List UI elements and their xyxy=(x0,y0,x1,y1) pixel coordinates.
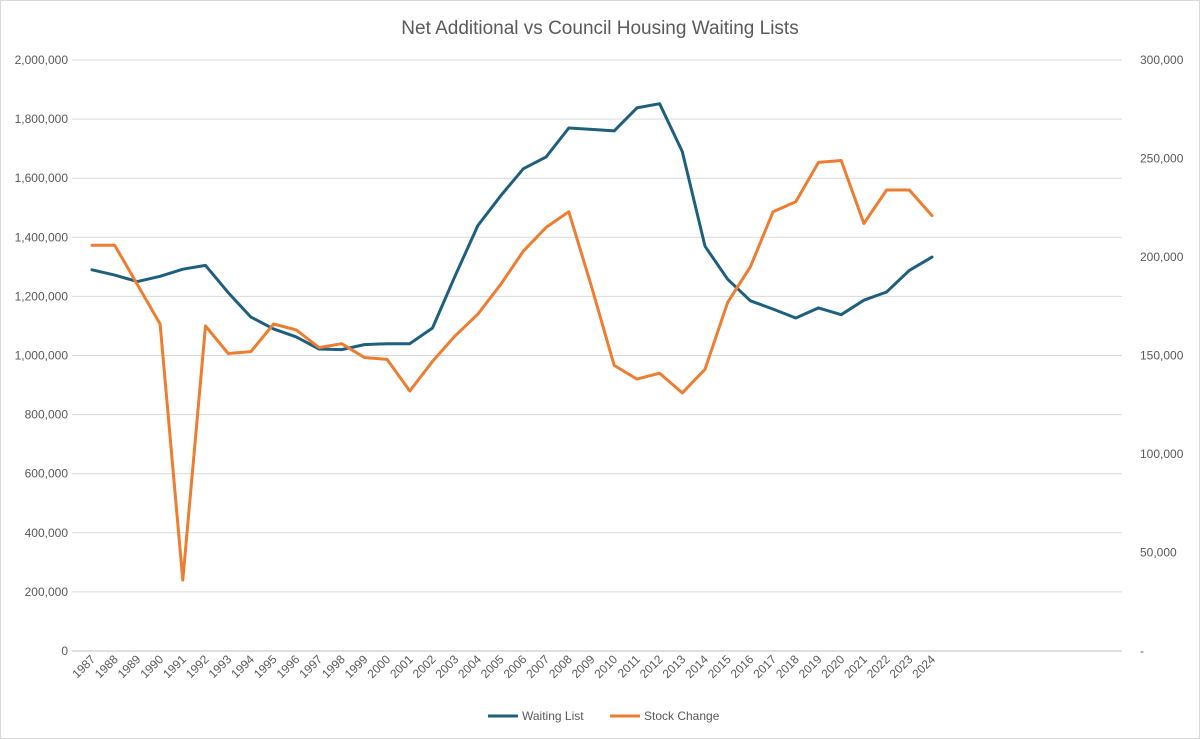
right-axis-tick-label: 200,000 xyxy=(1140,250,1184,264)
x-axis-tick-label: 2012 xyxy=(637,652,666,681)
x-axis-tick-label: 2023 xyxy=(887,652,916,681)
left-axis-tick-label: 400,000 xyxy=(25,526,69,540)
right-axis-tick-label: 100,000 xyxy=(1140,447,1184,461)
x-axis-tick-label: 2001 xyxy=(387,652,416,681)
x-axis-tick-label: 2007 xyxy=(523,652,552,681)
left-axis-tick-label: 600,000 xyxy=(25,467,69,481)
left-axis-tick-label: 200,000 xyxy=(25,585,69,599)
waiting-list-legend-label: Waiting List xyxy=(522,709,584,723)
right-axis-tick-label: 50,000 xyxy=(1140,546,1177,560)
right-axis: - 50,000 100,000 150,000 200,000 250,000 300,0… xyxy=(1140,53,1184,658)
stock-change-legend-label: Stock Change xyxy=(644,709,720,723)
x-axis: 1987198819891990199119921993199419951996… xyxy=(69,652,938,681)
x-axis-tick-label: 2017 xyxy=(750,652,779,681)
left-axis-tick-label: 2,000,000 xyxy=(15,53,69,67)
chart-title: Net Additional vs Council Housing Waitin… xyxy=(401,18,798,39)
x-axis-tick-label: 2000 xyxy=(364,652,393,681)
x-axis-tick-label: 2014 xyxy=(682,652,711,681)
series-lines xyxy=(90,102,934,582)
left-axis: 0 200,000 400,000 600,000 800,000 1,000,000 1,… xyxy=(15,53,69,658)
left-axis-tick-label: 800,000 xyxy=(25,408,69,422)
x-axis-tick-label: 2006 xyxy=(501,652,530,681)
x-axis-tick-label: 2015 xyxy=(705,652,734,681)
x-axis-tick-label: 2019 xyxy=(796,652,825,681)
left-axis-tick-label: 1,200,000 xyxy=(15,289,69,303)
left-axis-tick-label: 1,400,000 xyxy=(15,230,69,244)
x-axis-tick-label: 2013 xyxy=(660,652,689,681)
x-axis-tick-label: 2008 xyxy=(546,652,575,681)
gridlines xyxy=(72,59,1122,652)
x-axis-tick-label: 1992 xyxy=(183,652,212,681)
right-axis-tick-label: 150,000 xyxy=(1140,349,1184,363)
x-axis-tick-label: 2010 xyxy=(592,652,621,681)
right-axis-tick-label: - xyxy=(1140,644,1144,658)
x-axis-tick-label: 1999 xyxy=(342,652,371,681)
x-axis-tick-label: 1991 xyxy=(160,652,189,681)
x-axis-tick-label: 2018 xyxy=(773,652,802,681)
right-axis-tick-label: 250,000 xyxy=(1140,152,1184,166)
stock-change-line xyxy=(90,159,934,582)
x-axis-tick-label: 1995 xyxy=(251,652,280,681)
x-axis-tick-label: 1993 xyxy=(206,652,235,681)
x-axis-tick-label: 1989 xyxy=(115,652,144,681)
x-axis-tick-label: 2004 xyxy=(455,652,484,681)
x-axis-tick-label: 2022 xyxy=(864,652,893,681)
waiting-list-line xyxy=(90,102,934,352)
legend: Waiting List Stock Change xyxy=(488,709,720,723)
left-axis-tick-label: 1,600,000 xyxy=(15,171,69,185)
x-axis-tick-label: 2009 xyxy=(569,652,598,681)
x-axis-tick-label: 2020 xyxy=(819,652,848,681)
x-axis-tick-label: 2021 xyxy=(841,652,870,681)
x-axis-tick-label: 2024 xyxy=(909,652,938,681)
left-axis-tick-label: 1,000,000 xyxy=(15,349,69,363)
x-axis-tick-label: 2003 xyxy=(433,652,462,681)
x-axis-tick-label: 1996 xyxy=(274,652,303,681)
x-axis-tick-label: 1998 xyxy=(319,652,348,681)
x-axis-tick-label: 2002 xyxy=(410,652,439,681)
x-axis-tick-label: 1990 xyxy=(137,652,166,681)
x-axis-tick-label: 2016 xyxy=(728,652,757,681)
x-axis-tick-label: 1994 xyxy=(228,652,257,681)
left-axis-tick-label: 1,800,000 xyxy=(15,112,69,126)
right-axis-tick-label: 300,000 xyxy=(1140,53,1184,67)
x-axis-tick-label: 1997 xyxy=(296,652,325,681)
x-axis-tick-label: 2005 xyxy=(478,652,507,681)
x-axis-tick-label: 1988 xyxy=(92,652,121,681)
left-axis-tick-label: 0 xyxy=(61,644,68,658)
x-axis-tick-label: 1987 xyxy=(69,652,98,681)
x-axis-tick-label: 2011 xyxy=(615,652,643,680)
